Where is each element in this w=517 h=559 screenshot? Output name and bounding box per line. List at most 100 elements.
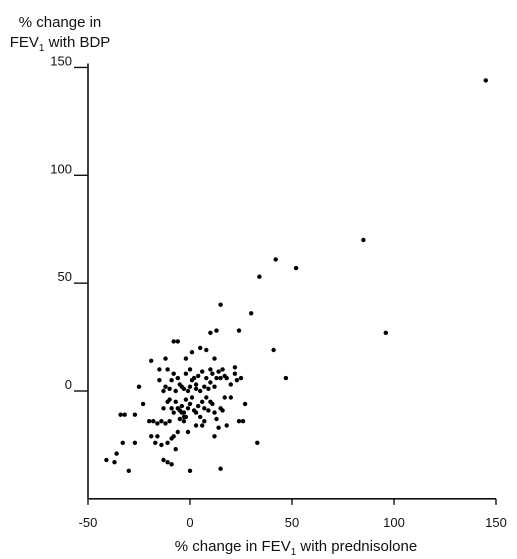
data-point — [155, 434, 160, 439]
data-point — [196, 373, 201, 379]
data-point — [161, 457, 166, 463]
data-point — [169, 378, 174, 383]
data-point — [204, 347, 209, 353]
data-point — [173, 388, 178, 394]
data-point — [122, 412, 127, 417]
data-point — [175, 429, 180, 435]
data-point — [257, 274, 262, 279]
data-point — [173, 447, 178, 452]
data-point — [155, 421, 160, 426]
data-point — [153, 440, 158, 445]
data-point — [114, 451, 119, 456]
data-point — [224, 375, 229, 381]
data-point — [151, 419, 156, 424]
data-point — [191, 375, 197, 381]
data-point — [181, 410, 187, 415]
data-point — [171, 371, 176, 376]
data-point — [167, 419, 172, 424]
data-point — [202, 384, 207, 389]
data-point — [273, 257, 278, 262]
data-point — [193, 410, 199, 415]
data-point — [214, 416, 219, 422]
data-point — [232, 371, 238, 376]
x-tick-label: 150 — [485, 515, 507, 530]
data-point — [240, 419, 246, 424]
y-tick-label: 0 — [65, 377, 72, 392]
data-point — [169, 406, 174, 411]
axis-ticks: -50 0 50 100 150 0 50 100 150 — [50, 53, 507, 529]
data-point — [175, 339, 180, 344]
data-point — [120, 440, 125, 445]
y-tick-label: 100 — [50, 161, 72, 176]
data-point — [185, 406, 191, 411]
data-point — [189, 350, 195, 355]
data-point — [220, 367, 225, 372]
data-point — [187, 468, 193, 473]
data-point — [212, 384, 217, 389]
data-point — [163, 421, 168, 426]
data-point — [232, 365, 238, 370]
data-point — [218, 375, 223, 381]
data-point — [185, 388, 191, 394]
data-point — [183, 414, 189, 420]
data-point — [212, 410, 217, 415]
data-point — [171, 434, 176, 439]
data-point — [212, 434, 217, 439]
data-point — [200, 423, 205, 428]
data-point — [181, 419, 187, 424]
data-point — [165, 440, 170, 445]
axes — [87, 63, 496, 500]
data-point — [293, 265, 299, 271]
data-point — [208, 380, 213, 385]
data-point — [483, 78, 488, 83]
data-point — [255, 440, 260, 445]
data-point — [220, 408, 225, 413]
data-point — [183, 356, 189, 361]
data-point — [163, 384, 168, 389]
x-tick-label: 50 — [285, 515, 299, 530]
data-point — [177, 408, 182, 413]
data-point — [183, 397, 189, 402]
data-point — [183, 371, 189, 376]
data-point — [171, 339, 176, 344]
data-point — [198, 414, 203, 420]
data-point — [157, 367, 162, 372]
data-point — [212, 356, 217, 361]
data-point — [112, 460, 117, 465]
data-point — [149, 434, 154, 439]
data-point — [204, 375, 209, 381]
data-point — [204, 395, 209, 400]
data-point — [181, 386, 187, 391]
x-tick-label: 0 — [186, 515, 193, 530]
data-point — [271, 347, 276, 353]
data-point — [159, 419, 164, 424]
data-point — [193, 386, 199, 391]
data-point — [165, 367, 170, 372]
data-point — [214, 375, 219, 381]
data-point — [140, 401, 146, 407]
data-point — [171, 410, 176, 415]
data-point — [161, 406, 166, 411]
data-point — [189, 395, 195, 400]
data-point — [132, 412, 138, 417]
data-point — [187, 367, 193, 372]
data-point — [147, 419, 152, 424]
data-point — [361, 237, 366, 243]
data-points — [104, 78, 488, 473]
data-point — [179, 403, 184, 409]
data-point — [206, 386, 211, 391]
data-point — [159, 442, 164, 448]
data-point — [185, 429, 191, 435]
data-point — [206, 408, 211, 413]
data-point — [214, 328, 219, 333]
data-point — [210, 371, 215, 376]
data-point — [167, 397, 172, 402]
data-point — [196, 403, 201, 409]
data-point — [236, 419, 242, 424]
data-point — [173, 399, 178, 404]
data-point — [202, 406, 207, 411]
data-point — [167, 386, 172, 391]
data-point — [234, 378, 240, 383]
data-point — [169, 462, 174, 467]
